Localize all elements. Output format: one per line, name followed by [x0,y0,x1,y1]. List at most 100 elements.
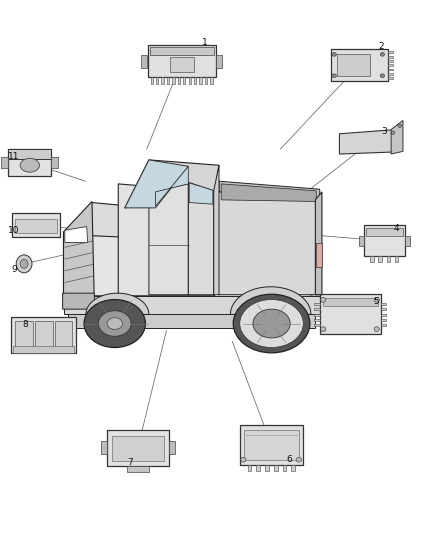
Polygon shape [101,441,107,454]
Polygon shape [283,465,286,471]
Ellipse shape [374,297,379,302]
Polygon shape [314,313,320,316]
Polygon shape [314,319,320,321]
Text: 9: 9 [11,265,17,274]
Ellipse shape [332,53,336,56]
Polygon shape [172,77,175,84]
Polygon shape [381,313,386,316]
Polygon shape [51,157,58,168]
Polygon shape [337,54,370,76]
Polygon shape [320,294,381,335]
Polygon shape [167,77,169,84]
Ellipse shape [233,294,310,353]
Polygon shape [315,192,322,295]
Polygon shape [13,346,74,353]
Polygon shape [170,57,194,72]
Polygon shape [381,303,386,305]
Polygon shape [366,228,403,236]
Polygon shape [388,77,393,79]
Polygon shape [188,77,191,84]
Polygon shape [370,256,374,262]
Polygon shape [125,160,219,208]
Polygon shape [388,64,393,66]
Polygon shape [314,303,320,305]
Polygon shape [265,465,269,471]
Polygon shape [64,229,125,296]
Text: 11: 11 [8,152,20,161]
Polygon shape [169,441,175,454]
Ellipse shape [380,74,385,78]
Polygon shape [127,466,149,472]
Ellipse shape [398,124,402,127]
Text: 3: 3 [381,127,388,135]
Polygon shape [65,227,88,243]
Polygon shape [218,192,320,295]
Polygon shape [391,120,403,154]
Polygon shape [240,425,303,465]
Text: 4: 4 [394,224,399,232]
Text: 1: 1 [202,38,208,47]
Polygon shape [112,436,164,461]
Polygon shape [188,182,214,295]
Polygon shape [118,184,215,296]
Polygon shape [161,77,164,84]
Ellipse shape [374,327,379,332]
Polygon shape [35,321,53,349]
Ellipse shape [16,255,32,273]
Polygon shape [395,256,399,262]
Polygon shape [387,256,390,262]
Polygon shape [316,243,322,266]
Polygon shape [378,256,382,262]
Ellipse shape [321,297,326,302]
Polygon shape [359,236,364,246]
Ellipse shape [20,158,39,172]
Text: 8: 8 [22,320,28,328]
Polygon shape [1,157,8,168]
Polygon shape [381,308,386,310]
Polygon shape [156,77,158,84]
Polygon shape [388,56,393,58]
Polygon shape [183,77,185,84]
Polygon shape [230,287,311,314]
Text: 5: 5 [373,297,379,305]
Polygon shape [339,130,396,154]
Polygon shape [151,77,153,84]
Polygon shape [148,45,215,77]
Text: 10: 10 [8,226,20,235]
Polygon shape [178,77,180,84]
Polygon shape [381,324,386,326]
Polygon shape [314,324,320,326]
Ellipse shape [240,457,246,462]
Polygon shape [388,52,393,53]
Polygon shape [63,293,95,309]
Polygon shape [155,166,188,206]
Ellipse shape [253,309,290,338]
Polygon shape [244,431,299,459]
Polygon shape [314,308,320,310]
Text: 6: 6 [286,455,292,464]
Polygon shape [388,73,393,75]
Ellipse shape [107,318,123,329]
Text: 2: 2 [379,43,384,51]
Polygon shape [12,213,60,237]
Polygon shape [210,77,212,84]
Ellipse shape [321,327,326,332]
Ellipse shape [240,300,303,348]
Polygon shape [331,49,388,81]
Ellipse shape [20,260,28,268]
Polygon shape [86,293,149,314]
Ellipse shape [98,311,131,336]
Polygon shape [291,465,295,471]
Text: 7: 7 [127,458,133,466]
Polygon shape [257,465,260,471]
Polygon shape [221,184,316,201]
Polygon shape [125,160,188,208]
Polygon shape [274,465,278,471]
Polygon shape [199,77,202,84]
Polygon shape [149,184,188,295]
Polygon shape [66,203,149,237]
Polygon shape [55,321,72,349]
Polygon shape [141,55,147,68]
Polygon shape [323,297,378,306]
Ellipse shape [391,131,395,134]
